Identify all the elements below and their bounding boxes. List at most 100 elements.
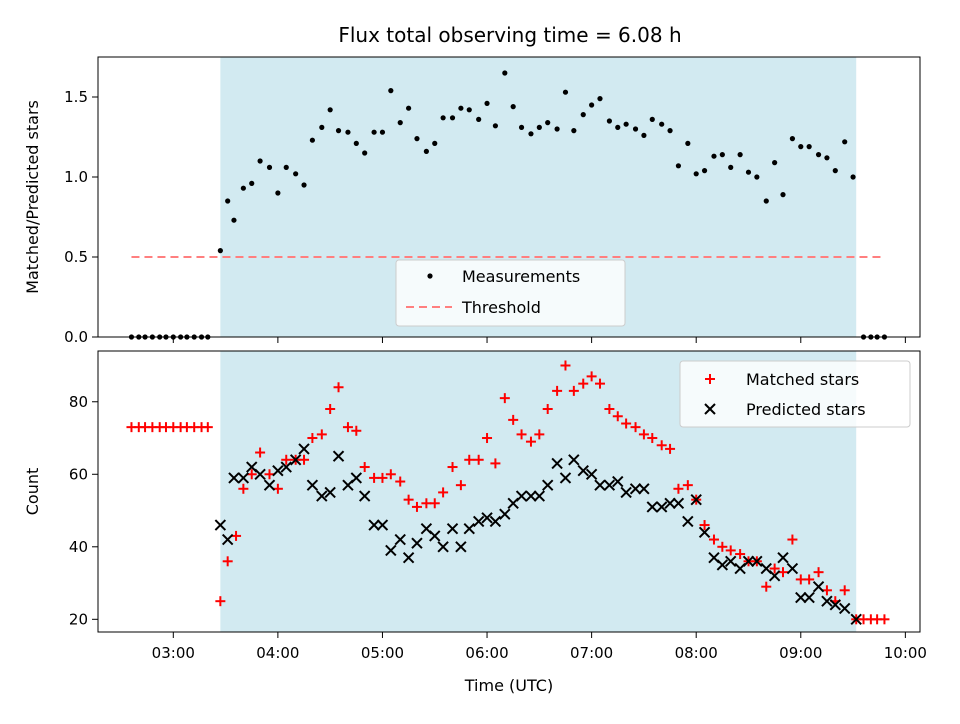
matched-star-point bbox=[238, 483, 249, 494]
x-tick-label: 08:00 bbox=[675, 644, 718, 662]
measurement-point bbox=[632, 126, 639, 132]
matched-star-point bbox=[725, 545, 736, 556]
predicted-star-point bbox=[306, 479, 319, 491]
matched-star-point bbox=[508, 414, 519, 425]
predicted-star-point bbox=[795, 591, 807, 604]
measurement-point bbox=[275, 190, 281, 196]
measurement-point bbox=[362, 150, 368, 156]
measurement-point bbox=[693, 171, 699, 177]
matched-star-point bbox=[552, 385, 563, 396]
matched-star-point bbox=[735, 549, 746, 560]
y-tick-label: 1.0 bbox=[64, 168, 88, 186]
measurement-points bbox=[128, 70, 888, 340]
matched-star-point bbox=[560, 360, 571, 371]
matched-star-point bbox=[578, 378, 589, 389]
predicted-star-point bbox=[214, 519, 227, 531]
measurement-point bbox=[606, 118, 612, 124]
matched-star-point bbox=[325, 404, 336, 415]
measurement-point bbox=[293, 171, 299, 177]
matched-star-point bbox=[516, 429, 527, 440]
matched-star-point bbox=[421, 498, 432, 509]
predicted-star-point bbox=[742, 555, 755, 568]
predicted-star-point bbox=[376, 519, 389, 531]
measurement-point bbox=[798, 144, 804, 150]
measurement-point bbox=[379, 129, 386, 135]
y-tick-label: 0.5 bbox=[64, 248, 88, 266]
predicted-star-point bbox=[585, 468, 598, 480]
predicted-star-point bbox=[655, 501, 668, 513]
matched-star-point bbox=[665, 443, 676, 454]
matched-star-point bbox=[490, 458, 501, 469]
matched-star-point bbox=[839, 585, 850, 596]
matched-star-point bbox=[594, 378, 605, 389]
measurement-point bbox=[309, 137, 315, 143]
matched-star-point bbox=[795, 574, 806, 585]
predicted-star-point bbox=[237, 472, 250, 484]
measurement-point bbox=[423, 148, 429, 154]
predicted-star-point bbox=[472, 515, 485, 528]
measurement-point bbox=[667, 128, 673, 134]
predicted-star-point bbox=[594, 479, 606, 491]
measurement-point bbox=[772, 160, 778, 166]
measurement-point bbox=[701, 168, 708, 174]
measurement-point bbox=[728, 164, 734, 170]
predicted-star-point bbox=[725, 555, 737, 568]
measurement-point bbox=[832, 168, 838, 174]
measurement-point bbox=[371, 129, 377, 135]
predicted-star-point bbox=[280, 461, 292, 473]
predicted-star-point bbox=[541, 479, 554, 491]
matched-star-point bbox=[542, 404, 553, 415]
matched-star-point bbox=[638, 429, 649, 440]
matched-star-point bbox=[464, 454, 475, 465]
predicted-star-point bbox=[228, 472, 240, 484]
predicted-star-point bbox=[221, 533, 234, 546]
matched-star-point bbox=[499, 393, 510, 404]
measurement-point bbox=[571, 128, 577, 134]
predicted-star-point bbox=[577, 464, 589, 477]
measurement-point bbox=[597, 96, 603, 102]
matched-star-point bbox=[761, 581, 772, 592]
matched-star-point bbox=[395, 476, 406, 487]
y-tick-label: 0.0 bbox=[64, 328, 88, 346]
predicted-star-point bbox=[289, 454, 302, 466]
matched-star-point bbox=[604, 404, 615, 415]
measurement-point bbox=[719, 152, 725, 158]
measurement-point bbox=[406, 105, 412, 111]
measurement-point bbox=[562, 89, 569, 95]
top-legend-box bbox=[395, 259, 626, 327]
top-panel: 0.0 0.5 1.0 1.5 Matched/Predicted stars Mea… bbox=[23, 56, 921, 346]
predicted-star-point bbox=[525, 490, 537, 502]
measurement-point bbox=[240, 185, 246, 191]
measurement-point bbox=[335, 128, 342, 134]
matched-star-point bbox=[429, 498, 440, 509]
bottom-legend: Matched stars Predicted stars bbox=[679, 360, 911, 428]
measurement-point bbox=[327, 107, 333, 113]
matched-star-point bbox=[586, 371, 597, 382]
matched-star-point bbox=[879, 614, 890, 625]
measurement-point bbox=[623, 121, 629, 127]
measurement-point bbox=[319, 124, 325, 130]
predicted-star-point bbox=[672, 497, 685, 509]
predicted-star-point bbox=[768, 570, 781, 582]
measurement-point bbox=[225, 198, 231, 204]
x-tick-label: 07:00 bbox=[570, 644, 613, 662]
matched-star-point bbox=[385, 469, 396, 480]
x-tick-label: 03:00 bbox=[152, 644, 195, 662]
predicted-star-point bbox=[751, 555, 763, 568]
measurement-point bbox=[231, 217, 237, 223]
measurement-point bbox=[458, 105, 464, 111]
measurement-point bbox=[528, 131, 534, 137]
measurement-point bbox=[397, 120, 403, 126]
predicted-star-point bbox=[489, 515, 502, 528]
measurement-point bbox=[476, 116, 482, 122]
predicted-star-point bbox=[332, 450, 345, 462]
measurement-point bbox=[711, 153, 717, 159]
matched-star-point bbox=[699, 520, 710, 531]
predicted-star-point bbox=[254, 468, 266, 480]
measurement-point bbox=[850, 174, 856, 180]
y-tick-label: 80 bbox=[69, 393, 88, 411]
top-y-axis-label: Matched/Predicted stars bbox=[23, 100, 42, 294]
predicted-stars-legend-label: Predicted stars bbox=[746, 400, 866, 419]
predicted-star-point bbox=[829, 599, 841, 611]
